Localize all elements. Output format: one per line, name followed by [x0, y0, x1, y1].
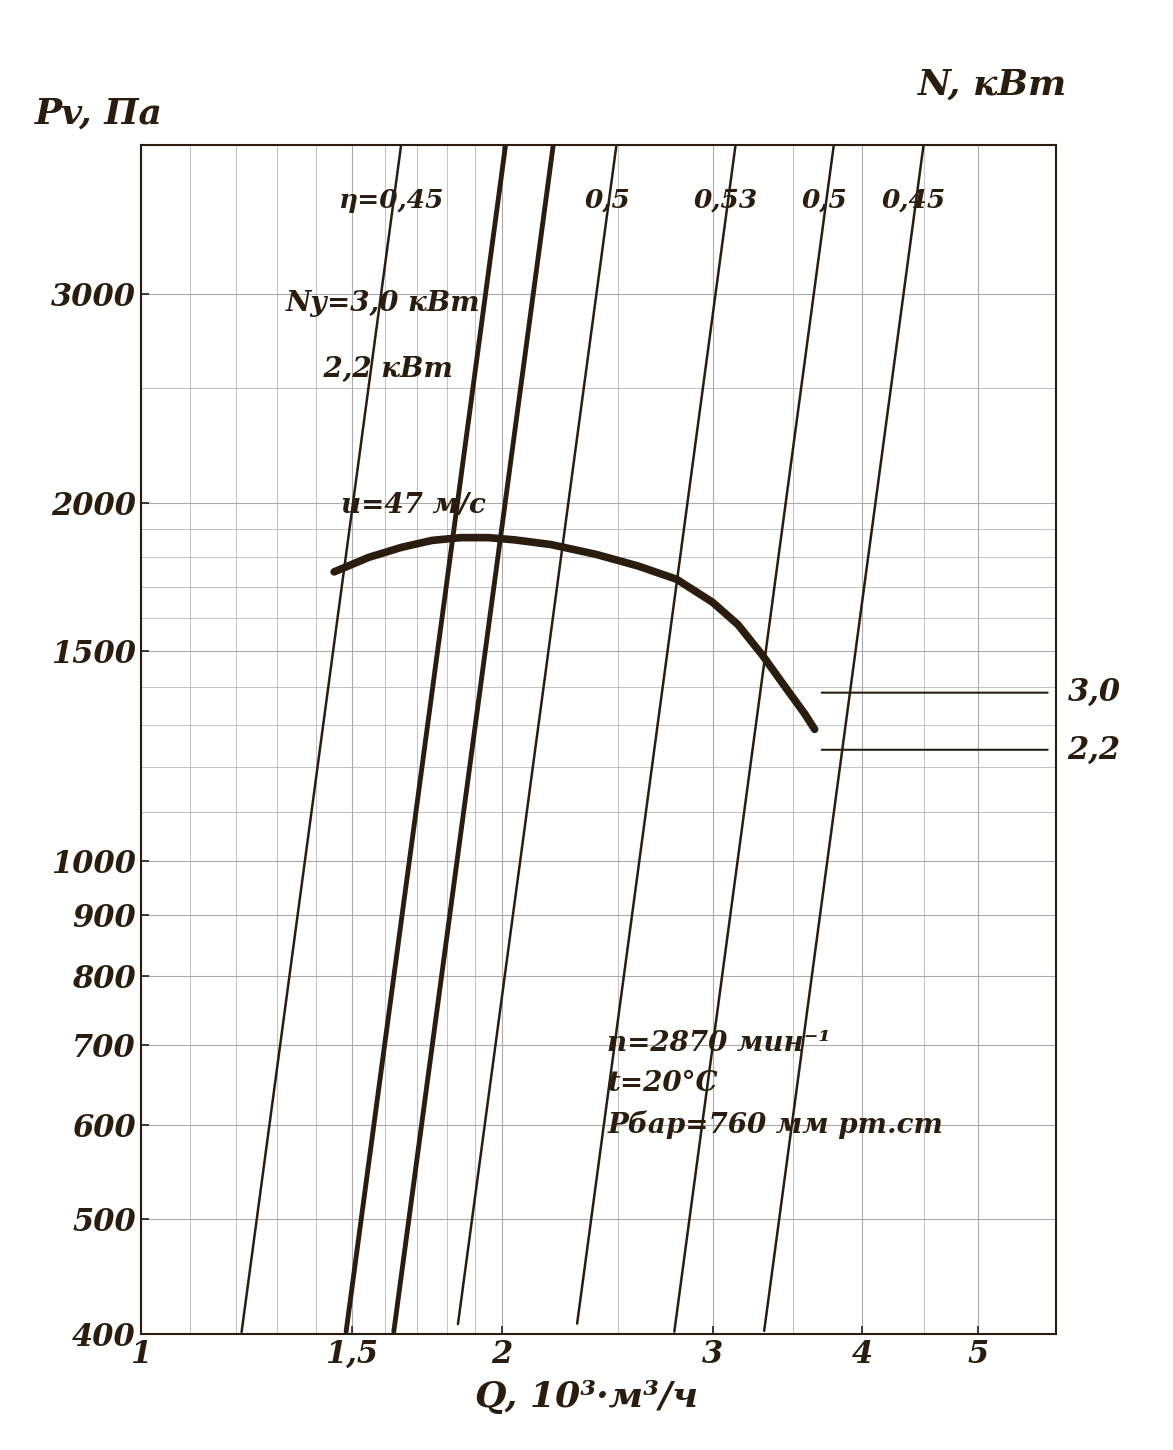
Text: Nу=3,0 кВт: Nу=3,0 кВт	[285, 290, 480, 318]
Text: Pv, Па: Pv, Па	[35, 97, 163, 130]
Text: 0,53: 0,53	[694, 188, 759, 213]
Text: η=0,45: η=0,45	[339, 188, 445, 213]
Text: 2,2: 2,2	[1067, 734, 1120, 766]
Text: 3,0: 3,0	[1067, 677, 1120, 708]
Text: u=47 м/с: u=47 м/с	[341, 493, 486, 519]
Text: 0,45: 0,45	[882, 188, 947, 213]
Text: Q, 10³·м³/ч: Q, 10³·м³/ч	[475, 1380, 698, 1414]
Text: n=2870 мин⁻¹
t=20°С
Рбар=760 мм рт.ст: n=2870 мин⁻¹ t=20°С Рбар=760 мм рт.ст	[608, 1031, 943, 1140]
Text: 0,5: 0,5	[801, 188, 847, 213]
Text: 0,5: 0,5	[584, 188, 630, 213]
Text: 2,2 кВт: 2,2 кВт	[285, 357, 453, 383]
Text: N, кВт: N, кВт	[918, 68, 1067, 102]
